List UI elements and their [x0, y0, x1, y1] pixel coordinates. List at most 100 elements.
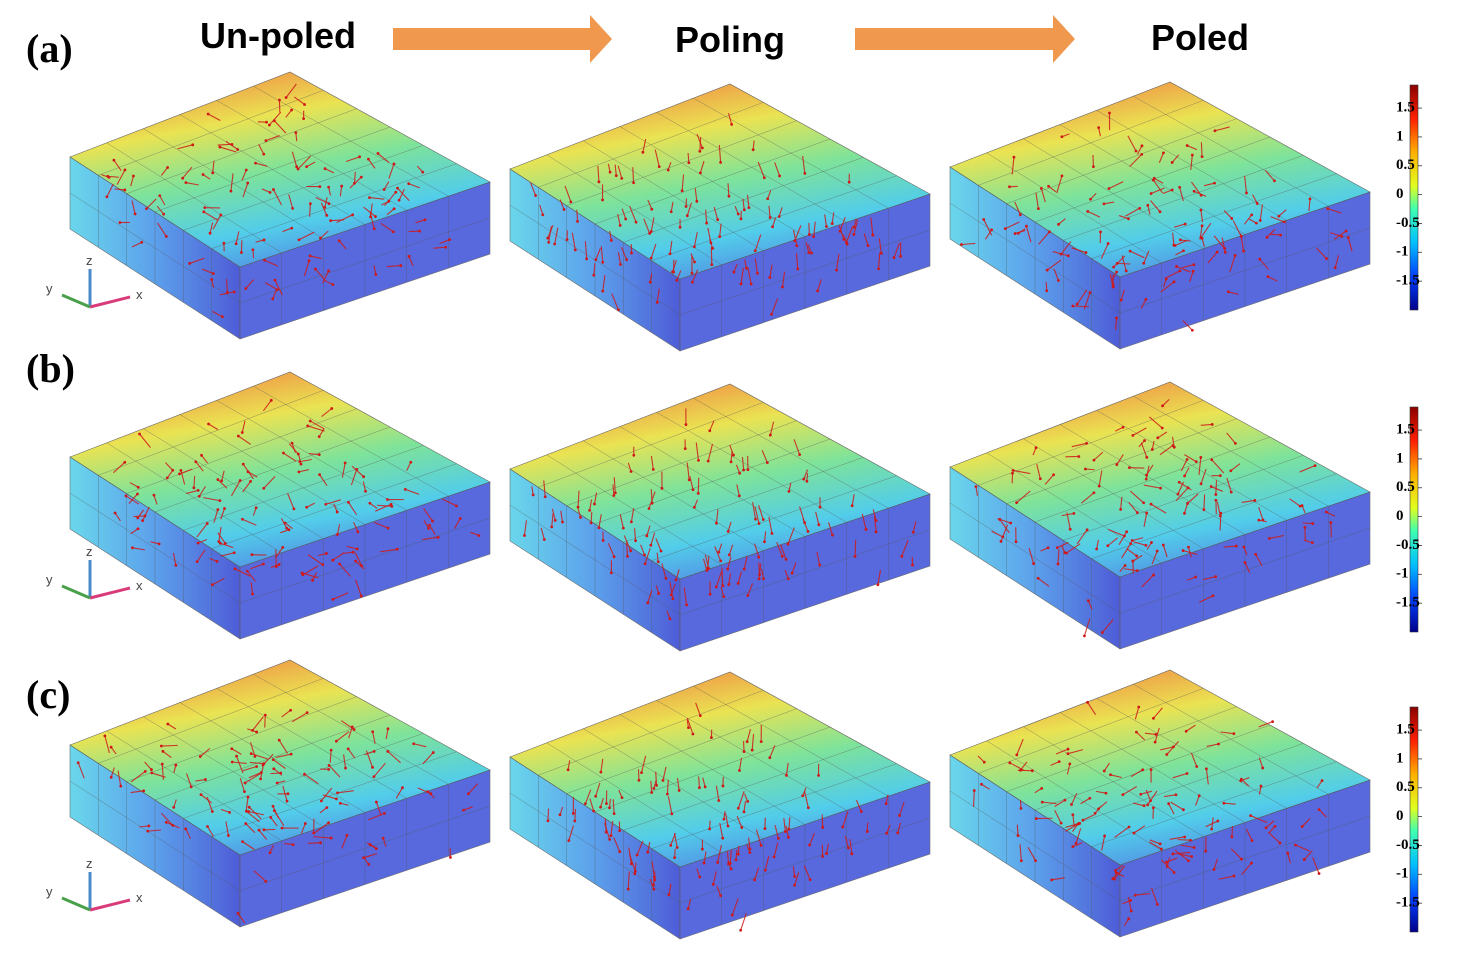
dipole-head [1183, 835, 1187, 839]
dipole-arrow [1067, 749, 1084, 755]
dipole-arrow [1299, 465, 1316, 473]
dipole-head [730, 122, 734, 126]
dipole-arrow [116, 169, 126, 185]
dipole-arrow [1150, 187, 1165, 195]
dipole-arrow [1213, 235, 1226, 249]
dipole-arrow [844, 835, 849, 849]
grid-edge [651, 475, 897, 561]
dipole-arrow [747, 267, 752, 285]
dipole-head [674, 578, 678, 582]
dipole-head [632, 453, 636, 457]
dipole-head [1111, 283, 1115, 286]
dipole-arrow [1171, 154, 1180, 163]
axis-label: y [46, 572, 53, 587]
dipole-arrow [1327, 208, 1342, 214]
dipole-head [715, 521, 718, 525]
dipole-head [1003, 227, 1007, 231]
dipole-head [1115, 261, 1119, 265]
dipole-arrow [1203, 576, 1216, 581]
dipole-arrow [610, 820, 614, 836]
dipole-head [1111, 877, 1115, 881]
dipole-head [768, 216, 772, 219]
dipole-head [652, 887, 656, 891]
dipole-arrow [1301, 817, 1311, 827]
dipole-head [771, 225, 774, 229]
dipole-head [317, 453, 321, 457]
dipole-head [262, 828, 266, 832]
dipole-head [630, 251, 633, 255]
dipole-head [281, 545, 285, 549]
dipole-head [646, 601, 650, 605]
dipole-arrow [1258, 785, 1262, 795]
dipole-arrow [146, 198, 157, 210]
dipole-head [742, 567, 746, 571]
dipole-arrow [172, 552, 177, 566]
dipole-arrow [647, 199, 653, 210]
dipole-head [1242, 545, 1246, 549]
dipole-arrow [201, 454, 208, 464]
dipole-head [898, 814, 901, 817]
dipole-arrow [413, 743, 427, 748]
dipole-head [1034, 859, 1037, 863]
dipole-head [668, 252, 672, 256]
dipole-arrow [1231, 826, 1234, 837]
dipole-arrow [272, 759, 286, 769]
dipole-arrow [669, 581, 674, 599]
dipole-head [1099, 230, 1102, 234]
dipole-head [696, 491, 700, 495]
dipole-head [105, 195, 109, 199]
dipole-arrow [250, 563, 264, 570]
dipole-arrow [805, 242, 810, 253]
dipole-arrow [1330, 232, 1342, 237]
dipole-head [444, 245, 448, 249]
dipole-head [325, 552, 328, 555]
dipole-arrow [589, 798, 595, 812]
dipole-head [240, 431, 244, 434]
dipole-arrow [597, 165, 600, 182]
dipole-arrow [754, 234, 762, 251]
dipole-arrow [380, 548, 398, 553]
dipole-arrow [809, 832, 815, 846]
colorbar-tick-label: -1 [1396, 244, 1409, 260]
dipole-head [229, 189, 233, 193]
dipole-arrow [1178, 481, 1192, 491]
dipole-head [871, 233, 875, 237]
dipole-arrow [395, 787, 403, 799]
dipole-arrow [794, 872, 800, 886]
dipole-arrow [1303, 850, 1313, 860]
dipole-arrow [1153, 177, 1164, 184]
colorbar-tick-label: 1.5 [1396, 722, 1415, 738]
dipole-arrow [237, 913, 246, 924]
dipole-head [136, 527, 140, 531]
dipole-arrow [763, 531, 767, 542]
dipole-head [632, 181, 635, 185]
dipole-head [150, 771, 154, 775]
dipole-head [1194, 460, 1198, 463]
dipole-head [1071, 304, 1075, 308]
dipole-head [1133, 893, 1137, 897]
dipole-arrow [672, 260, 677, 272]
dipole-arrow [707, 227, 712, 243]
colorbar [1409, 706, 1419, 933]
dipole-head [1311, 522, 1315, 525]
dipole-head [698, 875, 702, 879]
dipole-head [687, 478, 691, 482]
dipole-arrow [1027, 846, 1037, 861]
dipole-head [1211, 594, 1215, 598]
grid-edge [1091, 173, 1337, 259]
dipole-head [271, 804, 275, 808]
dipole-arrow [1174, 223, 1186, 228]
dipole-head [236, 912, 240, 915]
dipole-arrow [208, 423, 219, 431]
dipole-arrow [1140, 299, 1147, 309]
dipole-head [659, 549, 663, 553]
dipole-arrow [758, 505, 764, 520]
dipole-head [1137, 705, 1141, 709]
dipole-head [1313, 464, 1317, 468]
dipole-head [705, 221, 709, 225]
dipole-head [241, 462, 245, 466]
axis-label: x [136, 890, 143, 905]
dipole-head [109, 775, 113, 779]
dipole-head [1286, 851, 1290, 855]
dipole-head [1012, 155, 1016, 159]
